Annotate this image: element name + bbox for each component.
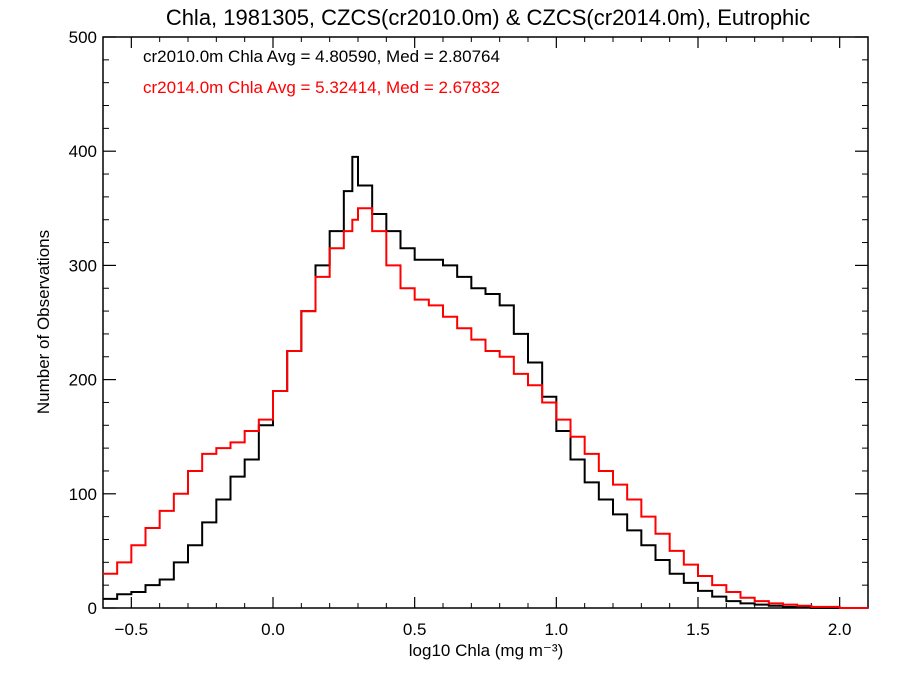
x-tick-label: 2.0	[828, 620, 852, 639]
y-tick-label: 500	[69, 28, 97, 47]
series-group	[103, 155, 868, 609]
y-tick-label: 400	[69, 142, 97, 161]
x-tick-label: 1.0	[545, 620, 569, 639]
x-axis: −0.5 0.0 0.5 1.0 1.5 2.0	[102, 37, 869, 639]
x-tick-label: 0.5	[403, 620, 427, 639]
x-tick-label: −0.5	[115, 620, 149, 639]
x-tick-label: 0.0	[261, 620, 285, 639]
y-tick-label: 200	[69, 371, 97, 390]
annotation-cr2010: cr2010.0m Chla Avg = 4.80590, Med = 2.80…	[143, 47, 500, 66]
y-axis-title: Number of Observations	[34, 230, 53, 414]
x-axis-title: log10 Chla (mg m⁻³)	[409, 641, 563, 660]
y-tick-label: 100	[69, 485, 97, 504]
x-tick-label: 1.5	[686, 620, 710, 639]
annotation-cr2014: cr2014.0m Chla Avg = 5.32414, Med = 2.67…	[143, 78, 500, 97]
y-axis: 0 100 200 300 400 500	[69, 28, 868, 618]
chart-title: Chla, 1981305, CZCS(cr2010.0m) & CZCS(cr…	[166, 5, 810, 30]
y-tick-label: 0	[88, 599, 97, 618]
plot-frame	[102, 36, 869, 609]
y-tick-label: 300	[69, 256, 97, 275]
series-line-cr2014-0m	[103, 207, 868, 609]
series-line-cr2010-0m	[103, 155, 868, 609]
